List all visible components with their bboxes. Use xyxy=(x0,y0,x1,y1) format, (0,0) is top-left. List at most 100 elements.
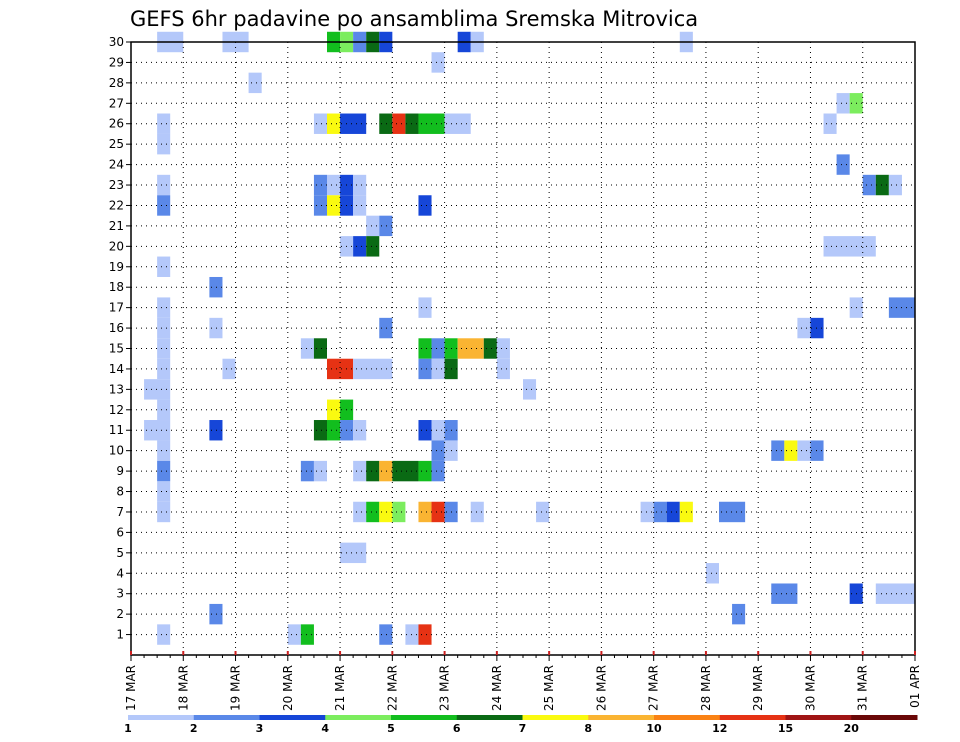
heatmap-cell xyxy=(353,460,367,482)
colorbar-swatch xyxy=(259,715,326,720)
colorbar-swatch xyxy=(456,715,523,720)
x-tick-label: 24 MAR xyxy=(490,665,504,711)
heatmap-cell xyxy=(313,460,327,482)
heatmap-cell xyxy=(483,338,497,359)
heatmap-cell xyxy=(157,481,171,502)
colorbar-swatch xyxy=(719,715,786,720)
heatmap-cell xyxy=(300,460,314,482)
y-tick-label: 18 xyxy=(109,280,124,294)
heatmap-cell xyxy=(444,113,471,134)
y-tick-label: 13 xyxy=(109,382,124,396)
y-tick-label: 17 xyxy=(109,301,124,315)
heatmap-cell xyxy=(797,440,811,461)
colorbar-swatch xyxy=(391,715,458,720)
colorbar-label: 6 xyxy=(453,722,461,735)
colorbar-label: 15 xyxy=(778,722,793,735)
heatmap-cell xyxy=(666,501,680,523)
y-tick-label: 19 xyxy=(109,260,124,274)
heatmap-cell xyxy=(431,338,445,359)
heatmap-cell xyxy=(313,195,327,216)
heatmap-cell xyxy=(418,420,432,441)
heatmap-cell xyxy=(157,113,171,134)
heatmap-cell xyxy=(157,174,171,196)
y-tick-label: 3 xyxy=(116,587,124,601)
y-tick-label: 30 xyxy=(109,35,124,49)
y-tick-label: 8 xyxy=(116,485,124,499)
heatmap-cell xyxy=(327,174,341,196)
heatmap-cell xyxy=(313,420,327,441)
heatmap-cell xyxy=(719,501,746,523)
y-tick-label: 7 xyxy=(116,505,124,519)
colorbar-label: 4 xyxy=(321,722,329,735)
colorbar-label: 20 xyxy=(844,722,860,735)
heatmap-cell xyxy=(640,501,654,523)
colorbar-legend: 1 2 3 4 5 6 7 8 10 12 15 20 xyxy=(124,715,918,735)
heatmap-cell xyxy=(157,317,171,339)
x-tick-label: 18 MAR xyxy=(176,665,190,711)
heatmap-cell xyxy=(392,501,406,523)
heatmap-cell xyxy=(875,174,889,196)
heatmap-cell xyxy=(379,317,393,339)
colorbar-swatch xyxy=(785,715,852,720)
colorbar-label: 2 xyxy=(190,722,198,735)
heatmap-cell xyxy=(327,420,341,441)
y-tick-label: 9 xyxy=(116,464,124,478)
heatmap-cell xyxy=(209,603,223,625)
heatmap-cell xyxy=(771,440,785,461)
x-tick-label: 28 MAR xyxy=(699,665,713,711)
heatmap-cell xyxy=(888,174,902,196)
heatmap-cell xyxy=(313,113,327,134)
colorbar-label: 12 xyxy=(712,722,727,735)
plot-frame xyxy=(130,41,916,656)
x-tick-label: 31 MAR xyxy=(856,665,870,711)
heatmap-cell xyxy=(496,358,510,380)
heatmap-cell xyxy=(823,236,876,257)
heatmap-cell xyxy=(287,624,301,645)
heatmap-cell xyxy=(470,501,484,523)
heatmap-cell xyxy=(431,358,445,380)
heatmap-cell xyxy=(392,460,419,482)
heatmap-cell xyxy=(209,420,223,441)
heatmap-cell xyxy=(523,379,537,400)
heatmap-cell xyxy=(431,420,445,441)
colorbar-swatch xyxy=(851,715,918,720)
heatmap-cell xyxy=(705,563,719,584)
y-tick-label: 20 xyxy=(109,239,124,253)
heatmap-cell xyxy=(823,113,837,134)
heatmap-cells xyxy=(144,31,915,645)
heatmap-cell xyxy=(810,440,824,461)
heatmap-cell xyxy=(353,236,367,257)
heatmap-cell xyxy=(379,215,393,237)
x-tick-label: 17 MAR xyxy=(124,665,138,711)
y-tick-label: 25 xyxy=(109,137,124,151)
heatmap-cell xyxy=(418,297,432,318)
heatmap-cell xyxy=(327,358,354,380)
colorbar-swatch xyxy=(325,715,392,720)
y-axis: 1234567891011121314151617181920212223242… xyxy=(109,35,131,642)
heatmap-cell xyxy=(157,297,171,318)
heatmap-cell xyxy=(431,52,445,73)
heatmap-cell xyxy=(327,113,341,134)
colorbar-label: 5 xyxy=(387,722,395,735)
colorbar-label: 8 xyxy=(584,722,592,735)
heatmap-cell xyxy=(392,113,406,134)
heatmap-cell xyxy=(157,256,171,277)
x-tick-label: 19 MAR xyxy=(229,665,243,711)
heatmap-cell xyxy=(157,338,171,359)
heatmap-cell xyxy=(784,440,798,461)
heatmap-cell xyxy=(353,195,367,216)
heatmap-cell xyxy=(313,174,327,196)
heatmap-cell xyxy=(418,501,432,523)
colorbar-label: 1 xyxy=(124,722,132,735)
y-tick-label: 29 xyxy=(109,55,124,69)
heatmap-cell xyxy=(157,460,171,482)
colorbar-swatch xyxy=(522,715,589,720)
x-tick-label: 20 MAR xyxy=(281,665,295,711)
heatmap-cell xyxy=(836,93,850,114)
x-tick-label: 22 MAR xyxy=(385,665,399,711)
heatmap-cell xyxy=(222,358,236,380)
heatmap-cell xyxy=(836,154,850,175)
colorbar-swatch xyxy=(193,715,260,720)
heatmap-cell xyxy=(313,338,327,359)
